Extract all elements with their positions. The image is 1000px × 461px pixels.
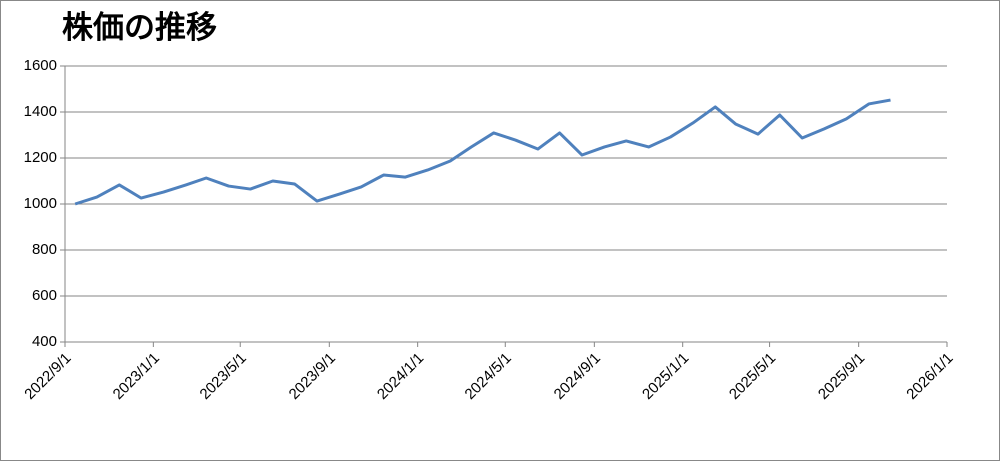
y-tick-label: 600	[32, 287, 57, 304]
y-tick-label: 1400	[24, 103, 57, 120]
chart-title: 株価の推移	[62, 10, 217, 45]
y-tick-label: 1200	[24, 149, 57, 166]
y-tick-label: 1600	[24, 57, 57, 74]
y-tick-label: 800	[32, 241, 57, 258]
y-tick-label: 1000	[24, 195, 57, 212]
line-series	[74, 98, 891, 206]
y-tick-label: 400	[32, 333, 57, 350]
